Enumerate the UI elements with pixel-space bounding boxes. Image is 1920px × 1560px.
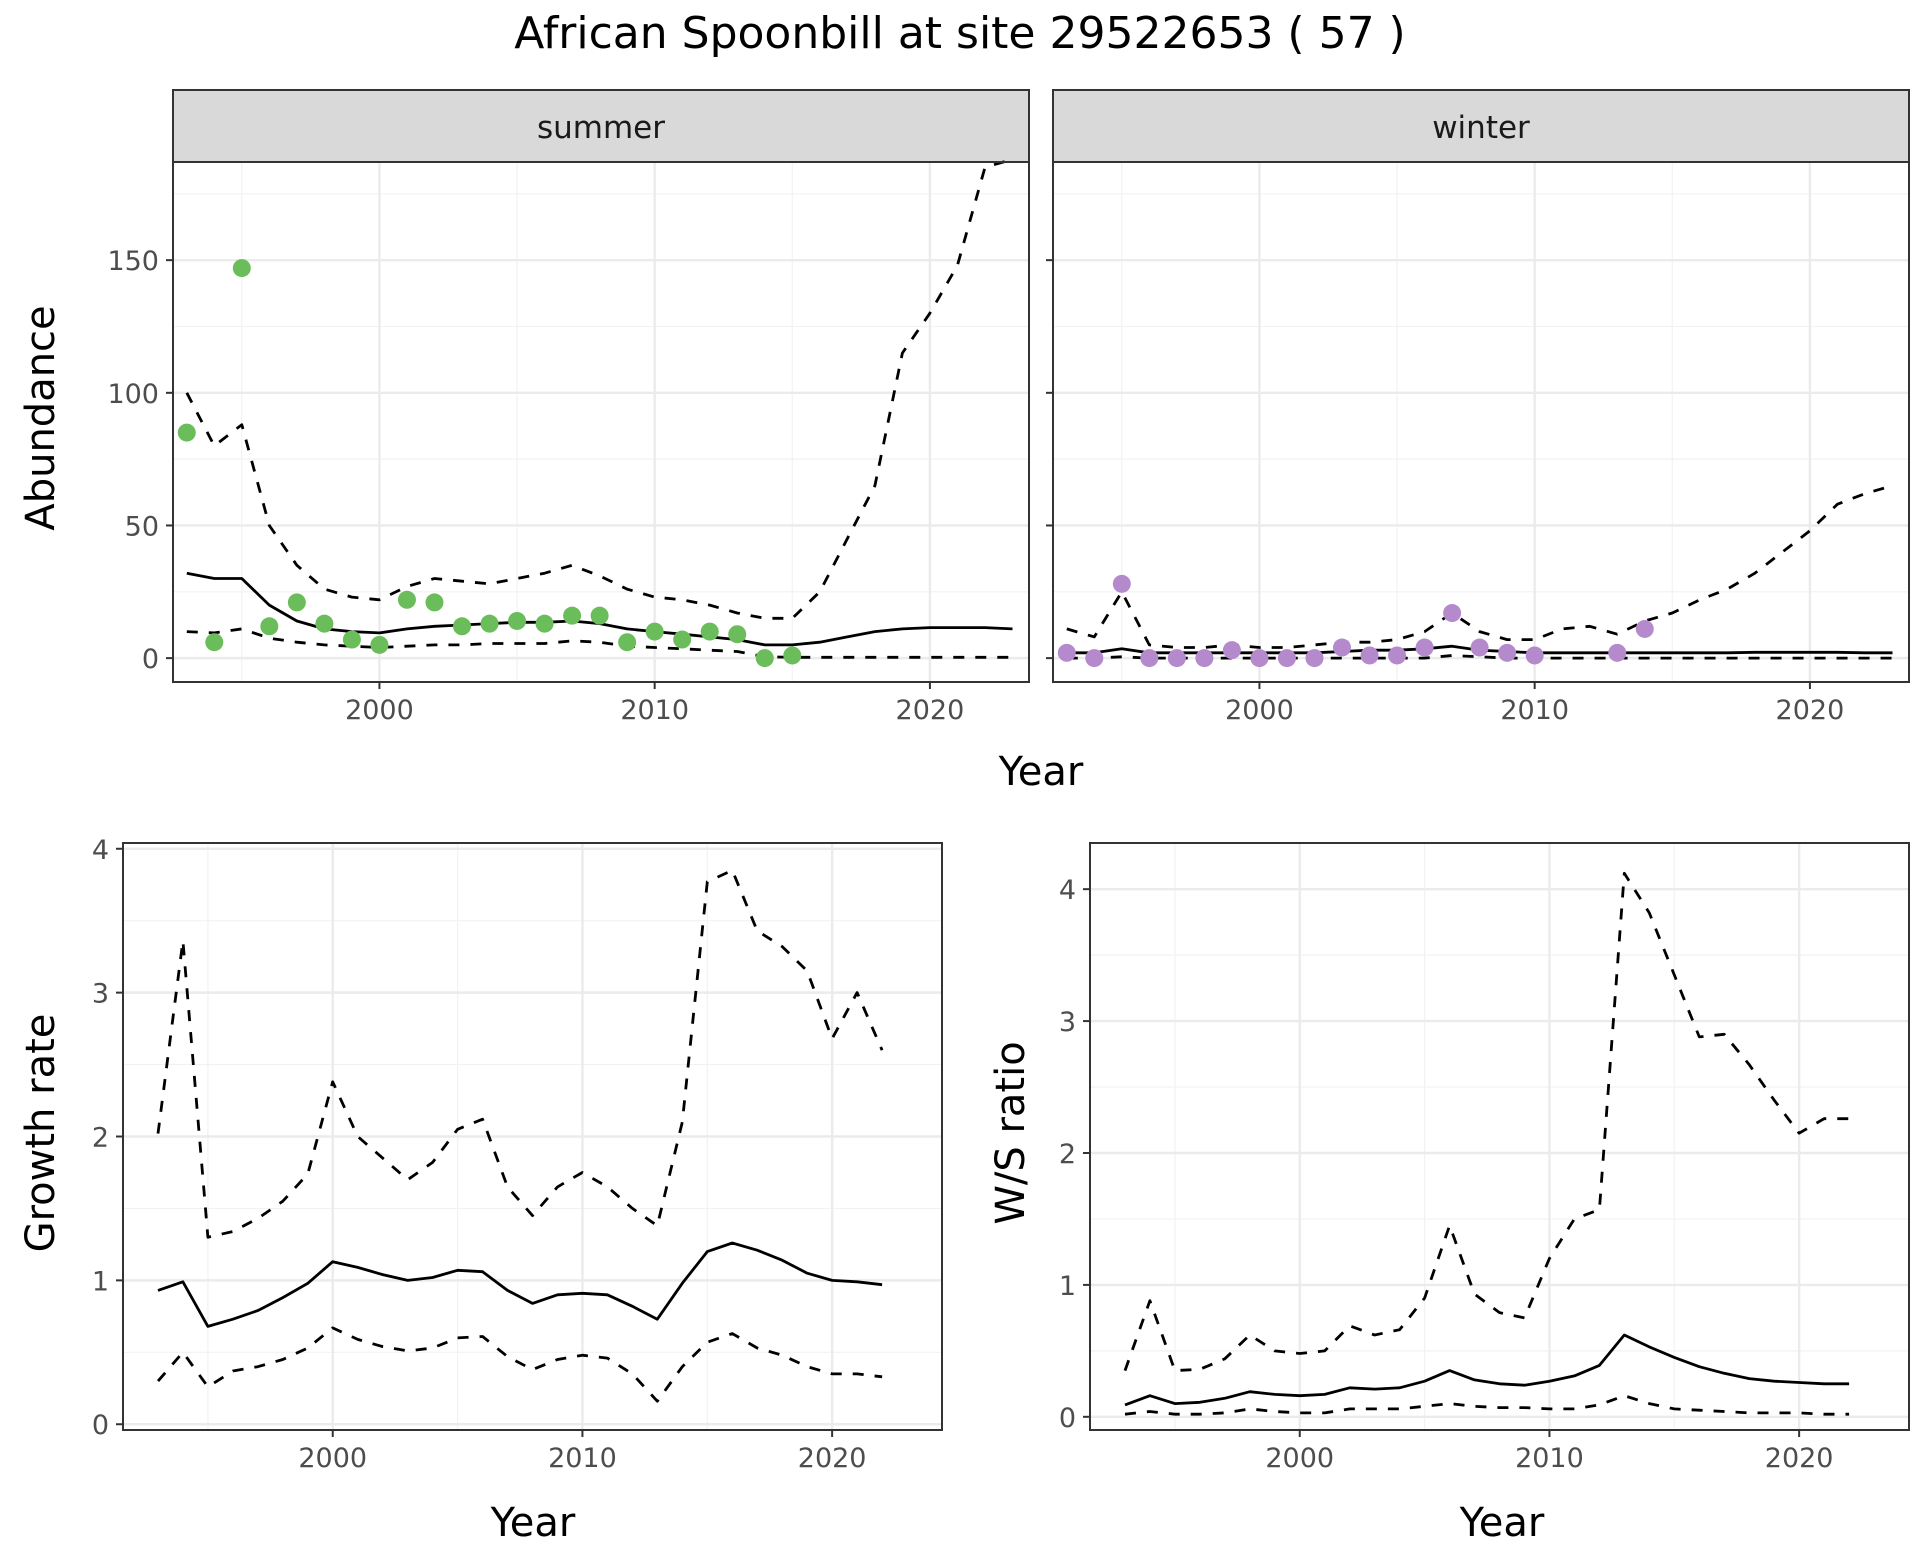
growth-y-tick-label: 1 bbox=[92, 1266, 109, 1297]
winter-data-point bbox=[1085, 649, 1104, 668]
summer-data-point bbox=[590, 606, 609, 625]
summer-plot-frame bbox=[172, 161, 1030, 683]
summer-data-point bbox=[535, 614, 554, 633]
winter-data-point bbox=[1470, 638, 1489, 657]
winter-x-tick-label: 2020 bbox=[1776, 695, 1845, 726]
ws_ratio-y-tick-label: 3 bbox=[1059, 1007, 1076, 1038]
growth-y-tick-label: 2 bbox=[92, 1123, 109, 1154]
summer-y-tick-label: 150 bbox=[107, 246, 159, 277]
winter-data-point bbox=[1305, 649, 1324, 668]
winter-data-point bbox=[1333, 638, 1352, 657]
summer-data-point bbox=[728, 625, 747, 644]
summer-data-point bbox=[618, 633, 637, 652]
summer-data-point bbox=[425, 593, 444, 612]
top-y-axis-title: Abundance bbox=[18, 305, 64, 530]
summer-data-point bbox=[755, 649, 774, 668]
figure-title: African Spoonbill at site 29522653 ( 57 … bbox=[514, 8, 1405, 59]
summer-data-point bbox=[480, 614, 499, 633]
winter-data-point bbox=[1112, 574, 1131, 593]
winter-data-point bbox=[1250, 649, 1269, 668]
growth-x-tick-label: 2020 bbox=[798, 1443, 867, 1474]
ws_ratio-y-tick-label: 1 bbox=[1059, 1271, 1076, 1302]
winter-strip bbox=[1052, 89, 1910, 163]
growth-y-tick-label: 4 bbox=[92, 835, 109, 866]
winter-panel: winter 2000 2010 2020 bbox=[1046, 89, 1910, 726]
summer-data-point bbox=[260, 617, 279, 636]
growth-x-tick-label: 2010 bbox=[548, 1443, 617, 1474]
winter-x-tick-label: 2000 bbox=[1225, 695, 1294, 726]
summer-data-point bbox=[342, 630, 361, 649]
summer-strip-label: summer bbox=[537, 110, 665, 146]
winter-data-point bbox=[1195, 649, 1214, 668]
growth-mean-line bbox=[157, 1241, 883, 1328]
winter-data-point bbox=[1140, 649, 1159, 668]
ws_ratio-x-tick-label: 2000 bbox=[1265, 1443, 1334, 1474]
summer-data-point bbox=[177, 423, 196, 442]
winter-data-point bbox=[1498, 643, 1517, 662]
ws_ratio-y-tick-label: 0 bbox=[1059, 1403, 1076, 1434]
summer-data-point bbox=[232, 259, 251, 278]
summer-data-point bbox=[563, 606, 582, 625]
winter-data-point bbox=[1360, 646, 1379, 665]
growth-x-axis-title: Year bbox=[490, 1500, 576, 1546]
growth-y-tick-label: 3 bbox=[92, 979, 109, 1010]
summer-data-point bbox=[370, 635, 389, 654]
growth-y-tick-label: 0 bbox=[92, 1410, 109, 1441]
ws_ratio-plot-frame bbox=[1089, 842, 1910, 1431]
summer-y-tick-label: 0 bbox=[142, 644, 159, 675]
summer-data-point bbox=[287, 593, 306, 612]
summer-panel: summer 2000 2010 2020 0 50 100 150 bbox=[107, 89, 1030, 726]
growth-x-tick-label: 2000 bbox=[298, 1443, 367, 1474]
winter-data-point bbox=[1525, 646, 1544, 665]
summer-upper-bound-line bbox=[185, 157, 1013, 620]
winter-data-point bbox=[1635, 619, 1654, 638]
growth-rate-panel: 2000 2010 2020 0 1 2 3 4 bbox=[92, 835, 943, 1474]
growth-lower-bound-line bbox=[156, 1326, 883, 1403]
winter-data-point bbox=[1388, 646, 1407, 665]
winter-strip-label: winter bbox=[1432, 110, 1530, 146]
winter-data-point bbox=[1167, 649, 1186, 668]
summer-x-tick-label: 2000 bbox=[345, 695, 414, 726]
summer-data-point bbox=[508, 611, 527, 630]
winter-data-point bbox=[1277, 649, 1296, 668]
summer-data-point bbox=[397, 590, 416, 609]
ws_ratio-y-tick-label: 4 bbox=[1059, 875, 1076, 906]
winter-x-tick-label: 2010 bbox=[1500, 695, 1569, 726]
top-x-axis-title: Year bbox=[998, 749, 1084, 795]
summer-x-tick-label: 2020 bbox=[896, 695, 965, 726]
ws-x-axis-title: Year bbox=[1459, 1500, 1545, 1546]
ws_ratio-mean-line bbox=[1124, 1333, 1850, 1407]
growth-y-axis-title: Growth rate bbox=[18, 1014, 64, 1253]
ws_ratio-upper-bound-line bbox=[1123, 871, 1850, 1372]
ws-ratio-panel: 2000 2010 2020 0 1 2 3 4 bbox=[1059, 842, 1910, 1474]
summer-data-point bbox=[700, 622, 719, 641]
ws-y-axis-title: W/S ratio bbox=[988, 1041, 1034, 1224]
ws_ratio-x-tick-label: 2020 bbox=[1765, 1443, 1834, 1474]
winter-data-point bbox=[1415, 638, 1434, 657]
ws_ratio-y-tick-label: 2 bbox=[1059, 1139, 1076, 1170]
summer-data-point bbox=[315, 614, 334, 633]
winter-data-point bbox=[1443, 604, 1462, 623]
summer-y-tick-label: 100 bbox=[107, 379, 159, 410]
summer-data-point bbox=[783, 646, 802, 665]
summer-data-point bbox=[645, 622, 664, 641]
summer-data-point bbox=[205, 633, 224, 652]
winter-upper-bound-line bbox=[1066, 484, 1893, 649]
winter-data-point bbox=[1057, 643, 1076, 662]
winter-plot-frame bbox=[1052, 161, 1910, 683]
summer-y-tick-label: 50 bbox=[125, 511, 159, 542]
summer-x-tick-label: 2010 bbox=[620, 695, 689, 726]
winter-data-point bbox=[1608, 643, 1627, 662]
winter-data-point bbox=[1222, 641, 1241, 660]
ws_ratio-x-tick-label: 2010 bbox=[1515, 1443, 1584, 1474]
summer-data-point bbox=[453, 617, 472, 636]
summer-data-point bbox=[673, 630, 692, 649]
summer-lower-bound-line bbox=[186, 627, 1013, 659]
summer-strip bbox=[172, 89, 1030, 163]
